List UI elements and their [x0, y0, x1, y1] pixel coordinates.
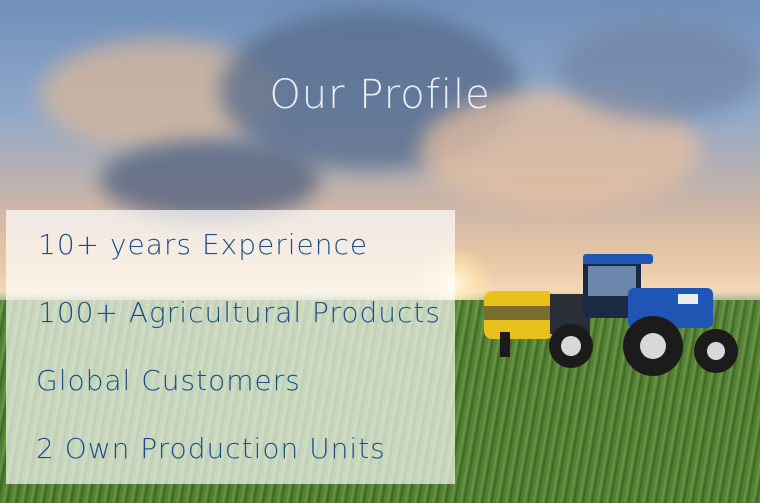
- baler-wheel: [500, 332, 510, 357]
- wheel-hub: [707, 342, 725, 360]
- headlight: [678, 294, 698, 304]
- wheel-hub: [561, 336, 581, 356]
- wheel-hub: [640, 333, 666, 359]
- stat-customers: Global Customers: [36, 364, 301, 397]
- stat-products: 100+ Agricultural Products: [38, 296, 441, 329]
- stat-production-units: 2 Own Production Units: [36, 432, 386, 465]
- tractor-illustration: [484, 254, 738, 376]
- cloud: [560, 20, 760, 120]
- profile-stats-panel: 10+ years Experience 100+ Agricultural P…: [6, 210, 455, 484]
- cab-window: [588, 266, 636, 296]
- cab-roof: [583, 254, 653, 264]
- baler-stripe: [484, 306, 554, 320]
- stat-experience: 10+ years Experience: [38, 228, 369, 261]
- cloud: [100, 140, 320, 220]
- page-title: Our Profile: [269, 72, 491, 118]
